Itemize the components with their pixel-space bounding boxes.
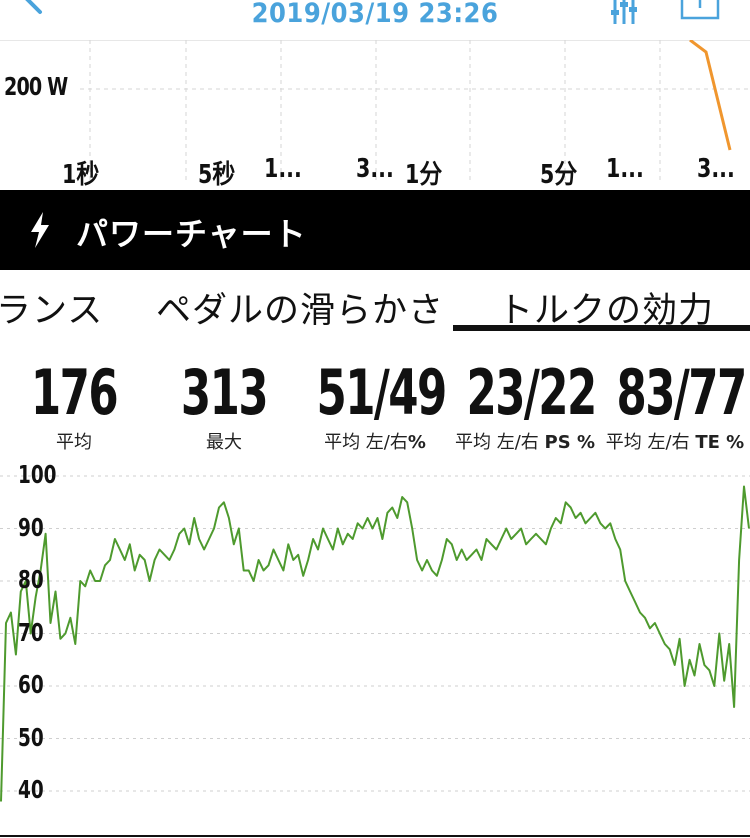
x-tick: 3... [697, 154, 735, 184]
y-tick-label: 60 [18, 670, 44, 699]
stat-pedal-smoothness: 23/22 平均 左/右 PS % [450, 360, 600, 454]
top-bar: 2019/03/19 23:26 [0, 0, 750, 40]
back-arrow-icon[interactable] [14, 0, 44, 16]
page-title: 2019/03/19 23:26 [251, 0, 499, 29]
metric-tabs: ランス ペダルの滑らかさ トルクの効力 [0, 270, 750, 340]
selected-tab-indicator [453, 325, 750, 331]
tab-balance[interactable]: ランス [0, 291, 104, 331]
power-curve-plot [0, 40, 750, 180]
chart-plot-area [0, 475, 750, 837]
power-curve-line [689, 40, 732, 151]
stat-value: 83/77 [616, 356, 748, 429]
series-line [0, 485, 750, 802]
stat-label: 最大 [206, 432, 242, 453]
y-axis-label: 200 W [4, 72, 68, 101]
x-tick: 5秒 [198, 160, 236, 190]
stat-max: 313 最大 [164, 360, 284, 454]
stat-value: 23/22 [466, 356, 598, 429]
section-header: パワーチャート [0, 190, 750, 270]
x-tick: 1... [264, 154, 302, 184]
section-title: パワーチャート [76, 215, 307, 253]
lightning-bolt-icon [31, 212, 49, 248]
stat-label: 平均 左/右% [324, 432, 426, 453]
stat-label: 平均 左/右 TE % [605, 432, 745, 453]
stat-torque-effectiveness: 83/77 平均 左/右 TE % [600, 360, 750, 454]
filter-sliders-icon[interactable] [610, 0, 638, 28]
x-tick: 5分 [540, 160, 578, 190]
y-tick-label: 90 [18, 512, 44, 542]
stat-value: 51/49 [316, 356, 448, 429]
x-tick: 1分 [405, 160, 443, 190]
y-tick-label: 50 [18, 722, 44, 752]
torque-effectiveness-chart: 100 90 80 70 60 50 40 [0, 450, 750, 838]
stat-value: 176 [30, 356, 119, 429]
y-tick-label: 80 [18, 565, 44, 594]
x-tick: 1秒 [62, 160, 100, 190]
stat-average: 176 平均 [14, 360, 134, 454]
share-icon[interactable] [680, 0, 720, 22]
stat-label: 平均 左/右 PS % [455, 432, 595, 453]
stat-label: 平均 [56, 432, 92, 453]
y-tick-label: 100 [18, 460, 57, 489]
y-tick-label: 40 [18, 775, 44, 804]
tab-torque-effectiveness[interactable]: トルクの効力 [498, 291, 715, 331]
tab-pedal-smoothness[interactable]: ペダルの滑らかさ [156, 291, 445, 331]
stat-value: 313 [180, 356, 269, 429]
stat-balance: 51/49 平均 左/右% [300, 360, 450, 454]
power-curve-chart: 200 W 1秒 5秒 1... 3... 1分 5分 1... 3... [0, 40, 750, 190]
x-tick: 1... [606, 154, 644, 184]
y-tick-label: 70 [18, 617, 44, 647]
x-tick: 3... [356, 154, 394, 184]
